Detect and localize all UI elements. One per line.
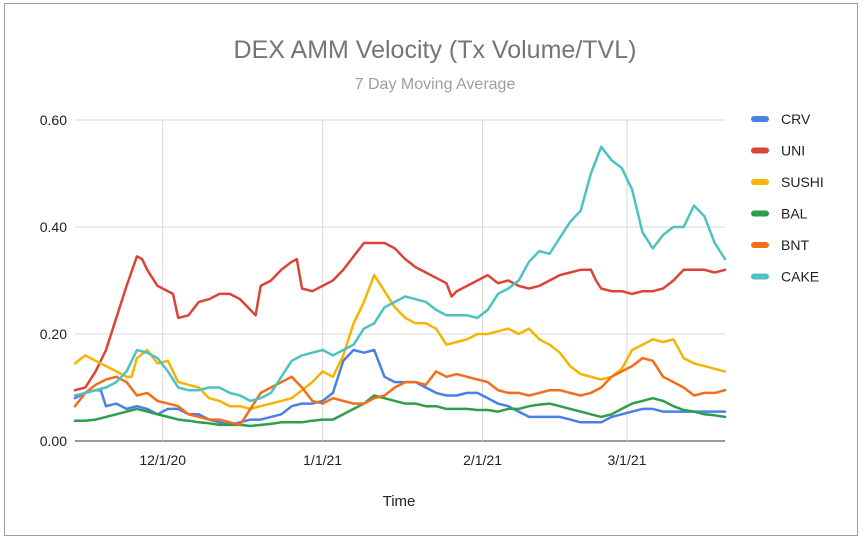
series-line-bal <box>73 394 727 428</box>
x-axis-label: Time <box>383 493 416 510</box>
series-line-cake <box>73 145 727 403</box>
chart-svg: DEX AMM Velocity (Tx Volume/TVL) 7 Day M… <box>40 36 824 510</box>
y-tick-label: 0.40 <box>40 219 67 235</box>
series-line-crv <box>73 348 727 427</box>
legend-label-cake: CAKE <box>781 269 819 285</box>
series-lines <box>73 145 727 428</box>
y-tick-label: 0.00 <box>40 433 67 449</box>
y-tick-label: 0.60 <box>40 112 67 128</box>
gridlines <box>75 119 725 442</box>
x-tick-label: 2/1/21 <box>463 452 502 468</box>
legend-swatch-sushi <box>751 179 769 185</box>
legend-swatch-uni <box>751 147 769 154</box>
y-tick-label: 0.20 <box>40 326 67 342</box>
legend-label-crv: CRV <box>781 111 811 127</box>
y-axis-ticks: 0.00 0.20 0.40 0.60 <box>40 112 67 449</box>
x-tick-label: 1/1/21 <box>303 452 342 468</box>
legend-swatch-bnt <box>751 242 769 248</box>
legend-swatch-cake <box>751 273 769 280</box>
x-axis-ticks: 12/1/20 1/1/21 2/1/21 3/1/21 <box>139 452 646 468</box>
series-line-bnt <box>73 356 727 427</box>
legend-label-bal: BAL <box>781 206 808 222</box>
legend: CRV UNI SUSHI BAL BNT CAKE <box>751 111 824 285</box>
series-line-uni <box>73 241 727 392</box>
chart-subtitle: 7 Day Moving Average <box>355 76 516 93</box>
chart-title: DEX AMM Velocity (Tx Volume/TVL) <box>234 36 637 64</box>
x-tick-label: 12/1/20 <box>139 452 186 468</box>
legend-label-uni: UNI <box>781 143 805 159</box>
legend-label-bnt: BNT <box>781 237 809 253</box>
chart-frame: DEX AMM Velocity (Tx Volume/TVL) 7 Day M… <box>4 3 858 536</box>
legend-swatch-crv <box>751 116 769 122</box>
legend-swatch-bal <box>751 210 769 217</box>
legend-label-sushi: SUSHI <box>781 174 824 190</box>
x-tick-label: 3/1/21 <box>608 452 647 468</box>
